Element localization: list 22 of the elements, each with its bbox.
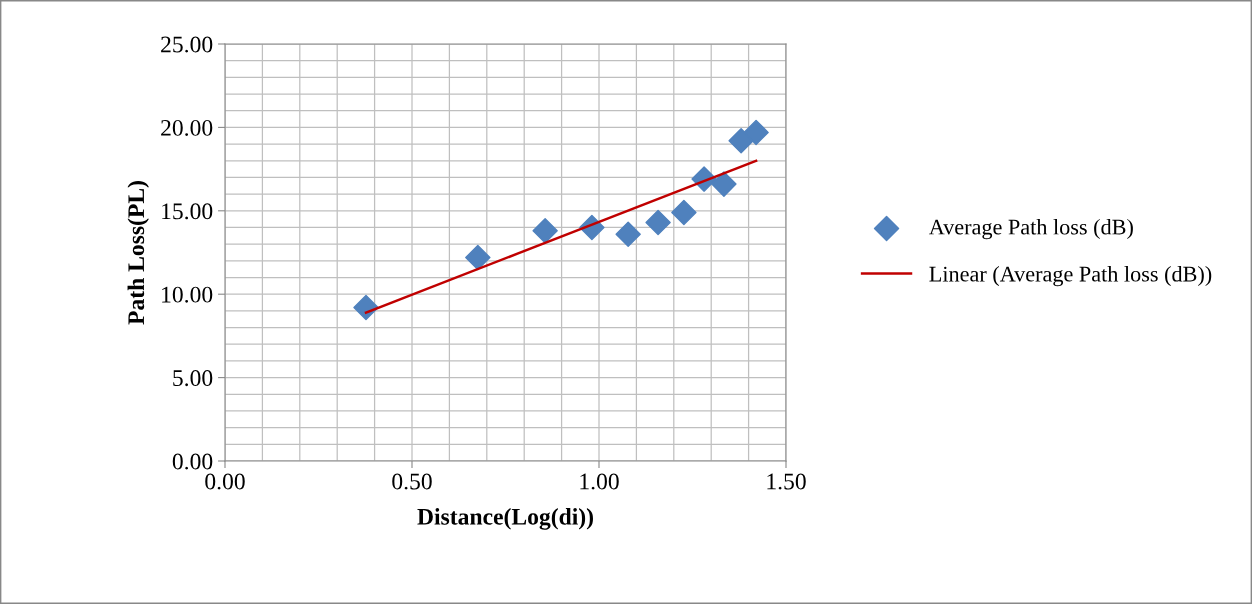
y-tick-label: 20.00 [161, 119, 213, 136]
y-tick-label: 25.00 [161, 36, 213, 53]
x-tick-label: 0.50 [392, 473, 432, 490]
point [671, 199, 697, 226]
y-tick-label: 15.00 [162, 203, 213, 220]
legend-label: Average Path loss (dB) [928, 218, 1133, 240]
point [532, 218, 558, 244]
x-tick-label: 1.50 [767, 473, 806, 490]
x-tick-label: 1.00 [580, 473, 619, 490]
point [728, 128, 754, 154]
y-axis-title: Path Loss(PL) [127, 181, 149, 325]
point [743, 119, 769, 146]
point [645, 209, 671, 236]
point [711, 171, 737, 197]
point [465, 244, 491, 271]
legend-label: Linear (Average Path loss (dB)) [929, 265, 1212, 287]
y-tick-label: 0.00 [172, 453, 213, 470]
y-tick-label: 10.00 [162, 286, 213, 303]
y-tick-label: 5.00 [173, 370, 213, 387]
x-axis-title: Distance(Log(di)) [417, 508, 593, 530]
point [615, 221, 641, 247]
x-tick-label: 0.00 [205, 473, 245, 490]
